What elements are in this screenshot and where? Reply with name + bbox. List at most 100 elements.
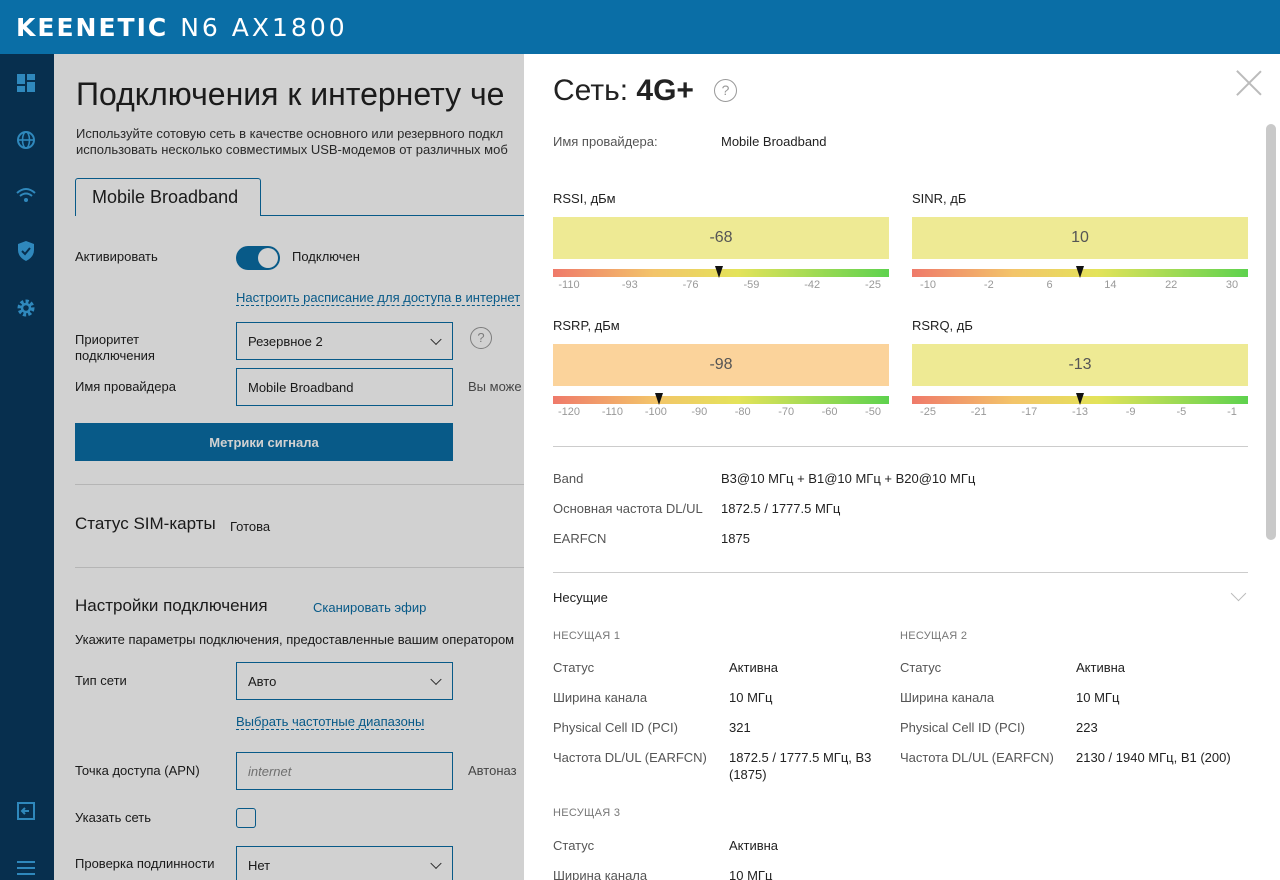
sinr-tick-label: 14 (1104, 279, 1117, 291)
rssi-tick-label: -25 (865, 279, 881, 291)
carrier-status-label: Статус (553, 838, 595, 853)
page-description-line: Используйте сотовую сеть в качестве осно… (76, 126, 504, 141)
scrollbar[interactable] (1266, 124, 1276, 540)
globe-icon[interactable] (13, 127, 39, 153)
page-title: Подключения к интернету че (76, 76, 505, 112)
divider (553, 446, 1248, 447)
divider (75, 567, 524, 568)
sinr-tick-label: 22 (1165, 279, 1178, 291)
rsrq-marker (1076, 393, 1084, 405)
priority-value: Резервное 2 (248, 333, 323, 349)
model-name: N6 AX1800 (180, 12, 348, 42)
carrier-freq-value: 2130 / 1940 МГц, B1 (200) (1076, 750, 1231, 765)
rssi-gauge (553, 266, 889, 278)
rsrq-title: RSRQ, дБ (912, 318, 973, 333)
dashboard-icon[interactable] (13, 70, 39, 96)
rsrp-tick-label: -120 (557, 406, 581, 418)
priority-select[interactable]: Резервное 2 (236, 322, 453, 360)
divider (553, 572, 1248, 573)
carrier-width-label: Ширина канала (553, 690, 648, 705)
schedule-link[interactable]: Настроить расписание для доступа в интер… (236, 290, 521, 306)
menu-icon[interactable] (13, 855, 39, 880)
panel-title: Сеть: 4G+ (553, 74, 694, 108)
scan-link[interactable]: Сканировать эфир (313, 600, 427, 615)
panel-provider-value: Mobile Broadband (721, 134, 827, 149)
carrier-freq-label: Частота DL/UL (EARFCN) (900, 750, 1054, 765)
connection-settings-title: Настройки подключения (75, 596, 268, 615)
main-freq-value: 1872.5 / 1777.5 МГц (721, 501, 841, 516)
rsrq-value-box: -13 (912, 344, 1248, 386)
rsrq-tick-label: -13 (1072, 406, 1088, 418)
rsrp-title: RSRP, дБм (553, 318, 620, 333)
carrier-width-value: 10 МГц (729, 690, 773, 705)
auth-select[interactable]: Нет (236, 846, 453, 880)
rsrp-gauge (553, 393, 889, 405)
bands-link[interactable]: Выбрать частотные диапазоны (236, 714, 425, 730)
main-freq-label: Основная частота DL/UL (553, 501, 703, 516)
rsrp-marker (654, 393, 663, 405)
network-metrics-panel: Сеть: 4G+ ? Имя провайдера: Mobile Broad… (524, 54, 1280, 880)
wifi-icon[interactable] (13, 182, 39, 208)
help-icon[interactable]: ? (470, 327, 492, 349)
activate-toggle[interactable] (236, 246, 280, 270)
rsrq-tick-label: -21 (970, 406, 987, 418)
carrier-width-value: 10 МГц (1076, 690, 1120, 705)
activate-status: Подключен (292, 249, 360, 264)
close-icon[interactable] (1236, 70, 1262, 96)
auth-label: Проверка подлинности (75, 856, 215, 871)
rsrq-gauge (912, 393, 1248, 405)
top-bar: KEENETIC N6 AX1800 (0, 0, 1280, 54)
rsrq-tick-label: -25 (920, 406, 936, 418)
sim-status-label: Статус SIM-карты (75, 514, 216, 533)
toggle-knob (258, 248, 278, 268)
chevron-down-icon[interactable] (1230, 585, 1247, 602)
gear-icon[interactable] (13, 295, 39, 321)
rsrp-ticks: -120 -110 -100 -90 -80 -70 -60 -50 (553, 406, 889, 420)
sinr-tick-label: -2 (983, 279, 994, 291)
earfcn-value: 1875 (721, 531, 750, 546)
modal-backdrop[interactable] (0, 54, 524, 880)
rssi-tick-label: -110 (558, 279, 580, 291)
sinr-gauge (912, 266, 1248, 278)
rsrp-tick-label: -110 (601, 406, 624, 418)
priority-label: Приоритет подключения (75, 332, 155, 363)
page-description-line: использовать несколько совместимых USB-м… (76, 142, 508, 157)
carriers-header[interactable]: Несущие (553, 590, 608, 605)
apn-label: Точка доступа (APN) (75, 763, 200, 778)
divider (75, 484, 524, 485)
carrier-pci-value: 321 (729, 720, 751, 735)
carrier-pci-label: Physical Cell ID (PCI) (900, 720, 1025, 735)
signal-metrics-button[interactable]: Метрики сигнала (75, 423, 453, 461)
auth-value: Нет (248, 857, 271, 873)
brand-logo[interactable]: KEENETIC N6 AX1800 (16, 13, 348, 42)
page-description: Используйте сотовую сеть в качестве осно… (76, 126, 508, 158)
rsrq-tick-label: -9 (1125, 406, 1136, 418)
sinr-value: 10 (1071, 229, 1089, 246)
rsrp-value: -98 (709, 356, 733, 373)
carrier-width-label: Ширина канала (553, 868, 648, 880)
rssi-tick-label: -42 (804, 279, 821, 291)
carrier-status-value: Активна (1076, 660, 1126, 675)
rssi-title: RSSI, дБм (553, 191, 616, 206)
rsrp-value-box: -98 (553, 344, 889, 386)
tab-mobile-broadband[interactable]: Mobile Broadband (75, 178, 261, 216)
band-label: Band (553, 471, 584, 486)
rsrp-tick-label: -90 (691, 406, 708, 418)
carrier-pci-label: Physical Cell ID (PCI) (553, 720, 678, 735)
carrier-title: НЕСУЩАЯ 2 (900, 630, 968, 642)
provider-input[interactable]: Mobile Broadband (236, 368, 453, 406)
sinr-ticks: -10 -2 6 14 22 30 (912, 279, 1248, 293)
band-value: B3@10 МГц + B1@10 МГц + B20@10 МГц (721, 471, 976, 486)
network-type-select[interactable]: Авто (236, 662, 453, 700)
rssi-ticks: -110 -93 -76 -59 -42 -25 (553, 279, 889, 293)
connection-hint: Укажите параметры подключения, предостав… (75, 632, 515, 647)
shield-icon[interactable] (13, 238, 39, 264)
brand-name: KEENETIC (16, 12, 169, 42)
carrier-freq-label: Частота DL/UL (EARFCN) (553, 750, 707, 765)
rsrq-value: -13 (1068, 356, 1092, 373)
specify-network-checkbox[interactable] (236, 808, 256, 828)
logout-icon[interactable] (13, 798, 39, 824)
help-icon[interactable]: ? (714, 79, 737, 102)
apn-input[interactable]: internet (236, 752, 453, 790)
network-type-value: Авто (248, 673, 277, 689)
